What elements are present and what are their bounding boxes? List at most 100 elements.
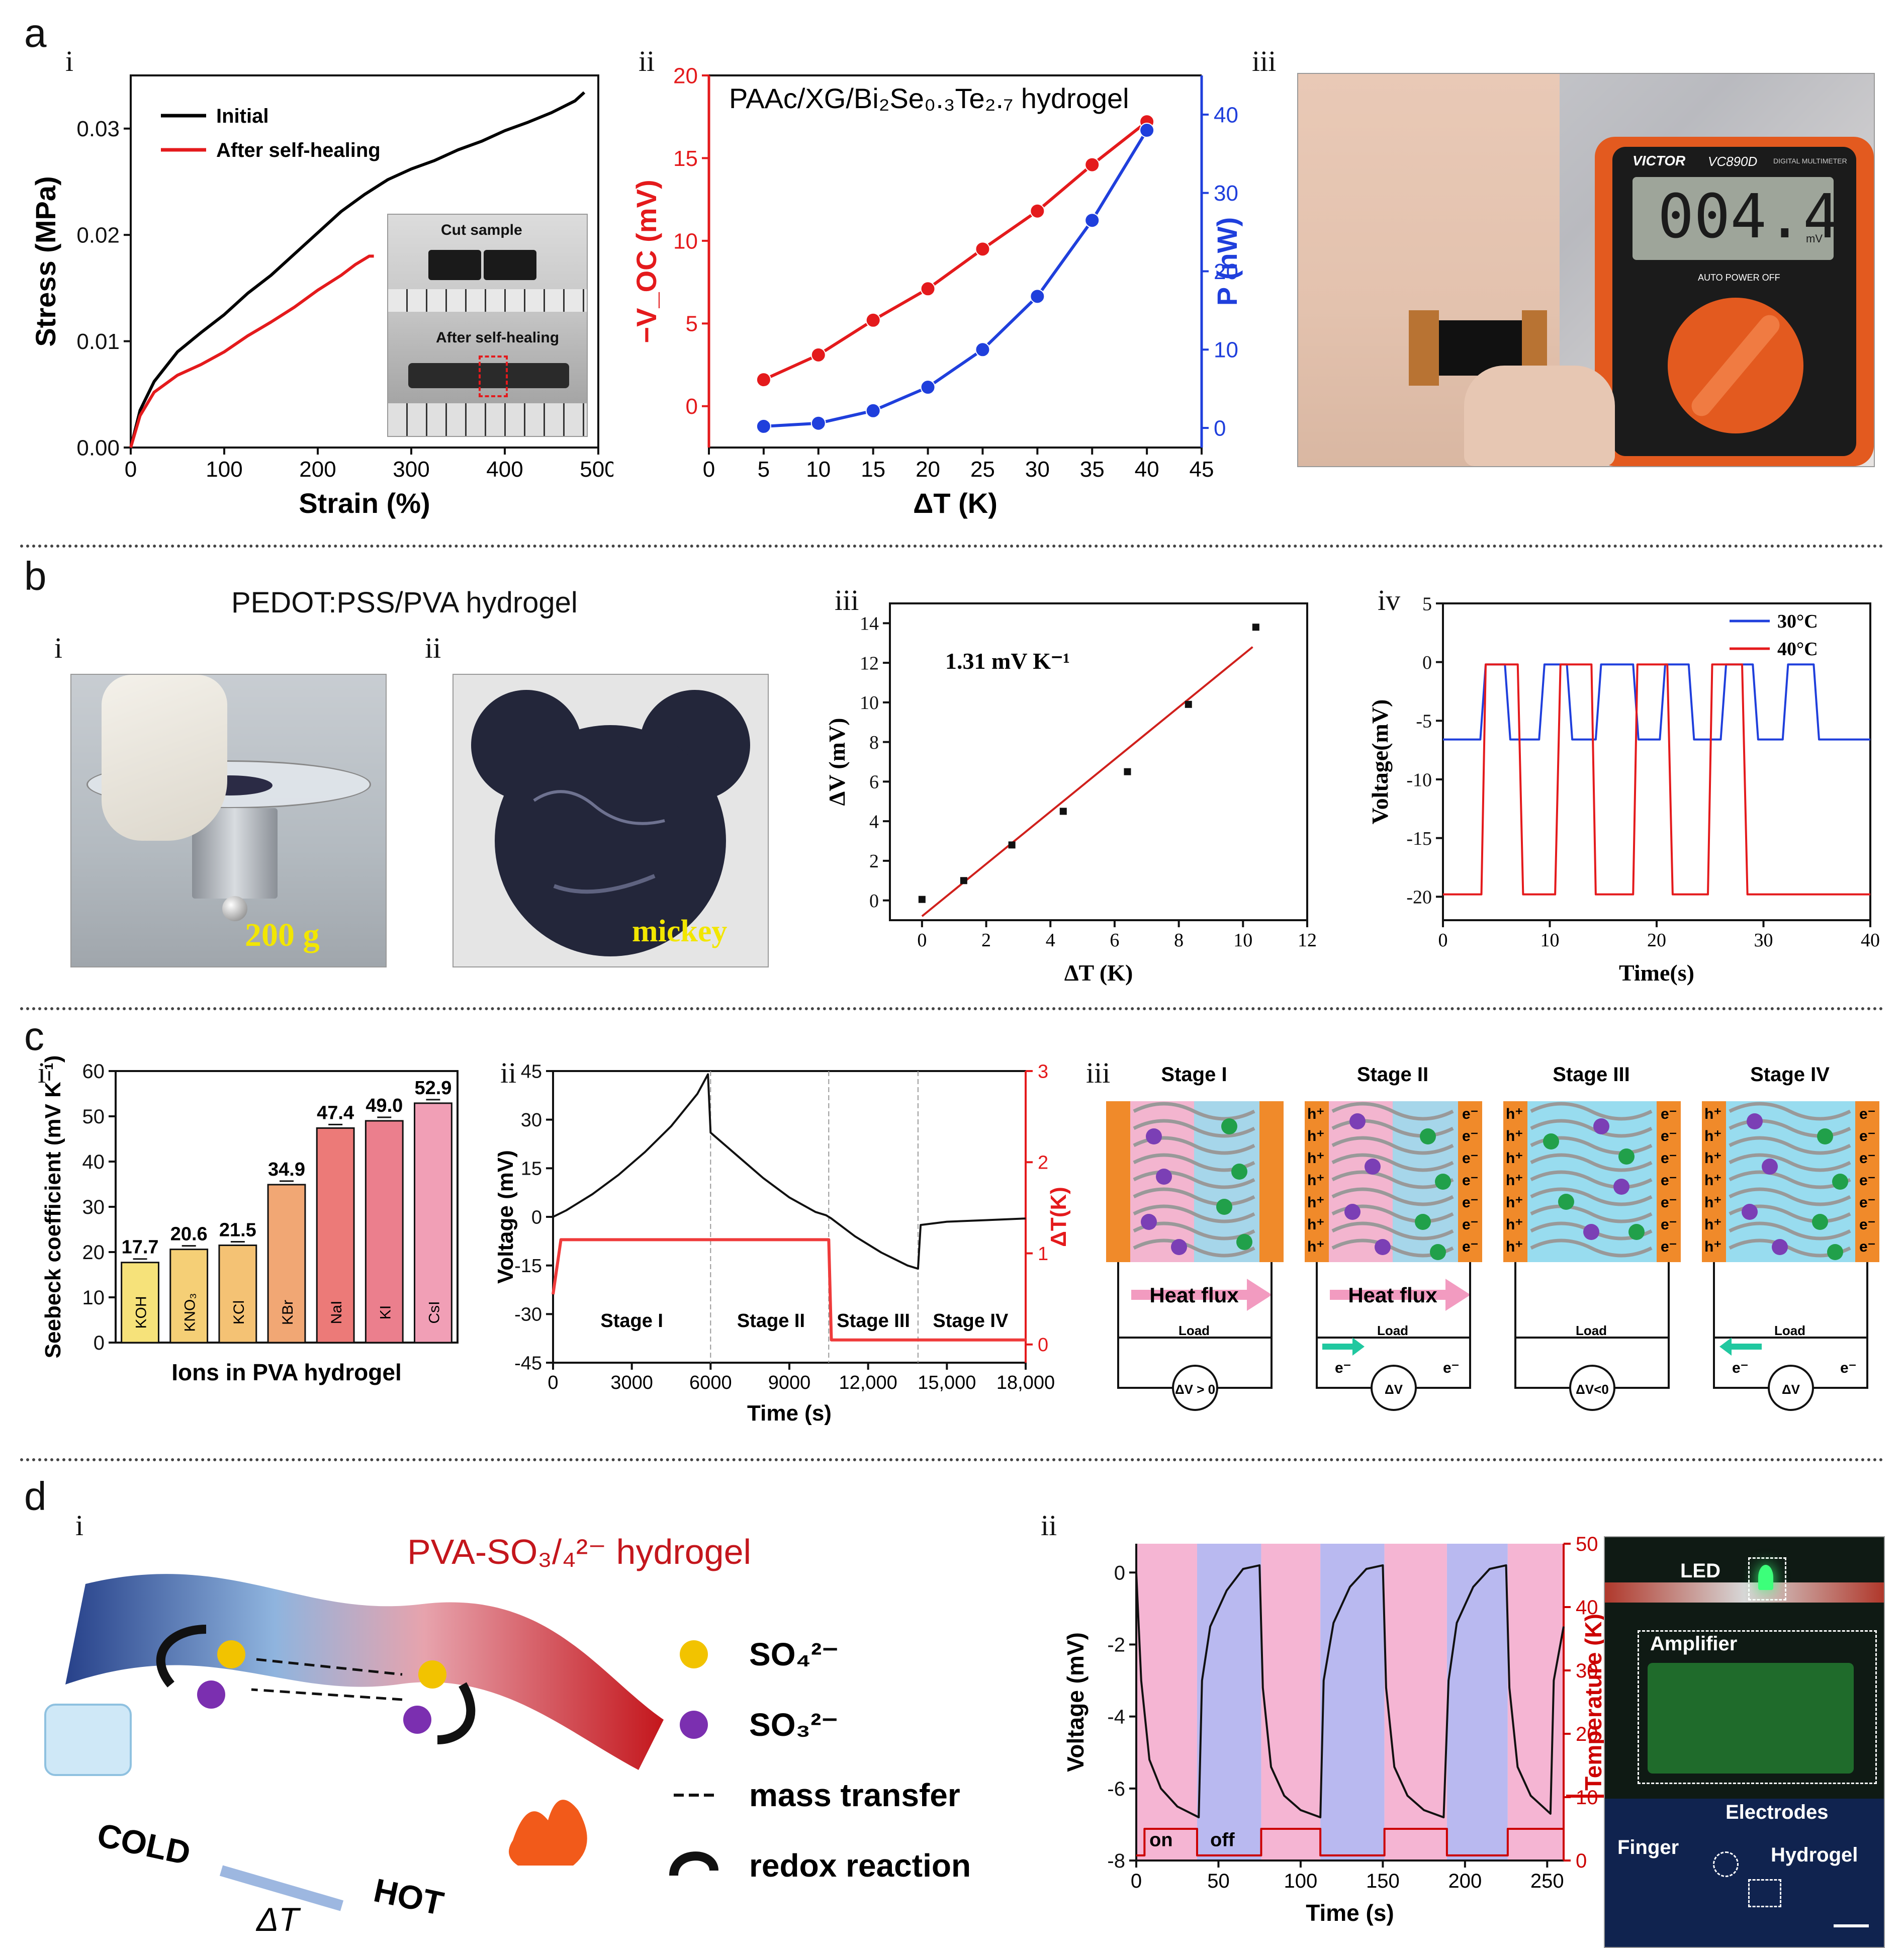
cation-dot [1832,1174,1848,1190]
series-line-1 [1136,1828,1564,1856]
anion-dot [1171,1239,1187,1255]
multimeter-body: VICTOR VC890D DIGITAL MULTIMETER 004.4 m… [1595,137,1874,466]
load-label: Load [1377,1323,1408,1338]
electrode-right [1458,1101,1482,1262]
series-line-0 [129,91,586,448]
electron-label: e⁻ [1661,1128,1677,1144]
plot-frame [130,74,599,449]
legend-label-1: After self-healing [216,139,381,161]
x-tick-label: 0 [125,457,137,482]
x-tick-label: 25 [970,457,995,482]
multimeter-caption: DIGITAL MULTIMETER [1773,157,1847,165]
y-tick-label: -5 [1416,711,1432,732]
chart-a-ii: 0 5 10 15 20 0 10 20 30 40 0 5 10 15 20 25 30 35 40 45 PAAc/… [633,60,1252,533]
multimeter-lcd: 004.4 mV [1633,177,1839,260]
legend-label-1: 40°C [1777,639,1818,660]
hydrogel-square [1748,1879,1781,1907]
anion-dot [1349,1113,1366,1129]
polymer-chain [1331,1102,1454,1121]
x-axis-label: ΔT (K) [913,487,998,519]
electrode-right [1657,1101,1681,1262]
anion-dot [1772,1239,1788,1255]
y-tick-label: 10 [673,229,698,253]
polymer-chain [1729,1221,1851,1241]
electron-flow-arrow [1322,1338,1365,1356]
series-point-0 [756,372,771,388]
hole-label: h⁺ [1307,1150,1324,1167]
x-tick-label: 20 [916,457,940,482]
separator-bc [20,1007,1884,1010]
anion-dot [1365,1159,1381,1175]
led-box [1748,1557,1786,1601]
polymer-chain [1331,1221,1454,1241]
electrode-left [1305,1101,1329,1262]
polymer-chain [1729,1102,1851,1121]
dial-knob [1687,311,1784,420]
ice-cubes [44,1704,132,1776]
bar-category-label: NaI [328,1301,345,1324]
y-tick-label: 50 [1576,1533,1598,1555]
y-tick-label: -45 [514,1353,542,1374]
hole-label: h⁺ [1307,1106,1324,1122]
healed-sample [408,363,569,388]
chart-b-iii: 0 2 4 6 8 10 12 14 0 2 4 6 8 10 12 1.31 mV K⁻¹ ΔT (K) ΔV … [825,593,1327,996]
lcd-reading: 004.4 [1658,182,1840,252]
bar-value-label: 49.0 [366,1095,403,1116]
electron-label: e⁻ [1859,1238,1876,1255]
electron-label: e⁻ [1859,1172,1876,1189]
bar-category-label: KCl [231,1300,247,1324]
series-point-0 [810,347,826,363]
y-tick-label: -20 [1406,887,1432,908]
y-tick-label: 5 [686,312,698,336]
sub-label-c-ii: ii [500,1056,517,1089]
cation-dot [1236,1234,1252,1250]
cation-dot [1827,1244,1843,1260]
x-tick-label: 6 [1110,930,1119,951]
amplifier-box [1638,1630,1877,1784]
y-tick-label: 30 [1214,181,1238,206]
y-tick-label: -30 [514,1304,542,1325]
y-tick-label: -2 [1107,1634,1125,1656]
x-tick-label: 0 [703,457,715,482]
voltmeter-label: ΔV [1385,1382,1403,1397]
polymer-chain [1331,1136,1454,1155]
y-tick-label: 1 [1038,1244,1048,1265]
legend-so3-dot [680,1711,708,1739]
cation-dot [1628,1224,1645,1240]
polymer-chain [1530,1102,1653,1121]
series-point-1 [1030,289,1045,304]
bar-value-label: 21.5 [219,1220,256,1241]
label-electrodes: Electrodes [1726,1801,1829,1823]
y-tick-label: 10 [82,1287,105,1309]
hole-label: h⁺ [1704,1238,1721,1255]
label-mickey: mickey [632,914,728,948]
plot-frame [889,602,1308,921]
legend-so4-dot [680,1640,708,1668]
polymer-chain [1133,1119,1255,1138]
hole-label: h⁺ [1704,1106,1721,1122]
label-amplifier: Amplifier [1650,1633,1738,1655]
data-point [1008,841,1016,849]
cation-dot [1430,1244,1446,1260]
y-axis-label: Voltage (mV) [498,1150,518,1284]
redox-arc [156,1625,207,1688]
on-label: on [1149,1829,1172,1850]
legend-arc [669,1851,718,1876]
x-tick-label: 200 [1448,1870,1482,1892]
polymer-chain [1530,1204,1653,1223]
label-led: LED [1680,1560,1720,1582]
x-tick-label: 400 [486,457,523,482]
series-line-1 [129,254,374,448]
x-axis-label: Ions in PVA hydrogel [171,1359,401,1385]
bar-category-label: KOH [133,1296,150,1329]
separator-cd [20,1458,1884,1461]
x-axis-label: Strain (%) [299,487,430,519]
x-tick-label: 8 [1174,930,1184,951]
sub-label-c-i: i [38,1056,46,1089]
polymer-chain [1530,1187,1653,1206]
polymer-chain [1530,1153,1653,1172]
y-tick-label: 2 [869,851,879,872]
y-tick-label: 3 [1038,1061,1048,1082]
sub-label-b-i: i [54,632,63,664]
hole-label: h⁺ [1506,1172,1523,1189]
